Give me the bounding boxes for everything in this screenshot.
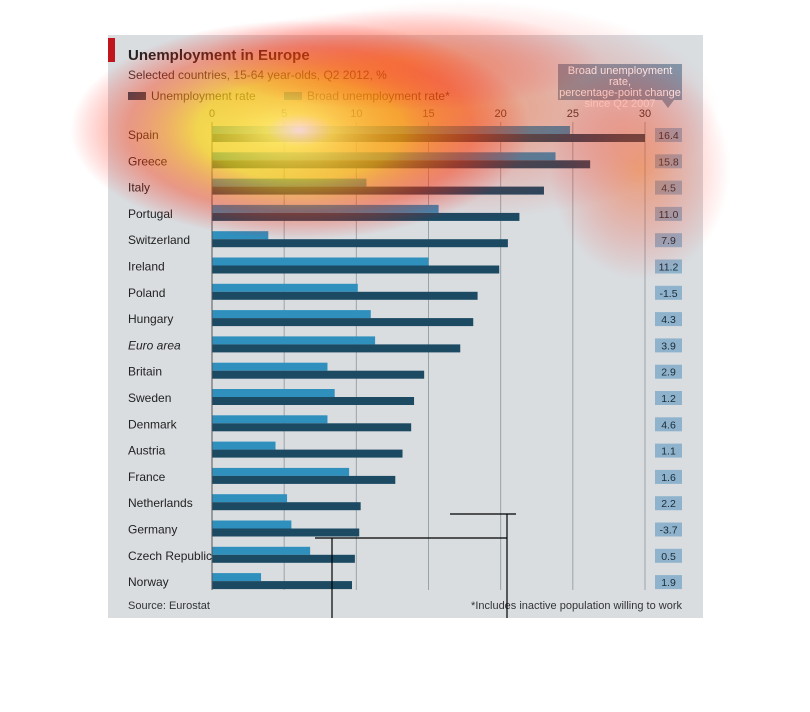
change-value-label: 11.2 xyxy=(659,262,679,274)
change-value-label: 4.3 xyxy=(661,314,676,326)
bar-unemployment xyxy=(212,397,415,405)
x-tick-label: 20 xyxy=(495,108,507,120)
category-label: Italy xyxy=(128,181,150,195)
change-value-label: 1.1 xyxy=(661,446,676,458)
bar-broad xyxy=(212,204,439,213)
category-label: Norway xyxy=(128,575,169,589)
bar-unemployment xyxy=(212,344,461,353)
category-label: Netherlands xyxy=(128,496,193,510)
change-value-label: 1.9 xyxy=(661,577,676,589)
category-label: Ireland xyxy=(128,260,165,274)
change-value-box xyxy=(655,312,682,327)
bar-broad xyxy=(212,467,350,476)
change-value-box xyxy=(655,522,682,537)
bar-broad xyxy=(212,362,328,371)
category-label: Czech Republic xyxy=(128,549,212,563)
change-value-label: -1.5 xyxy=(659,288,677,300)
bar-broad xyxy=(212,283,358,292)
category-label: Britain xyxy=(128,365,162,379)
x-tick-label: 30 xyxy=(639,108,651,120)
change-value-label: 16.4 xyxy=(658,130,679,142)
change-value-box xyxy=(655,285,682,300)
change-value-label: 4.5 xyxy=(661,183,676,195)
category-label: Euro area xyxy=(128,338,181,352)
change-value-label: -3.7 xyxy=(659,525,677,537)
category-label: Denmark xyxy=(128,417,178,431)
bar-broad xyxy=(212,494,288,503)
bar-broad xyxy=(212,231,269,240)
footnote: *Includes inactive population willing to… xyxy=(471,600,682,612)
change-value-label: 15.8 xyxy=(658,156,679,168)
x-tick-label: 25 xyxy=(567,108,579,120)
bar-broad xyxy=(212,573,262,582)
change-value-label: 2.9 xyxy=(661,367,676,379)
source-note: Source: Eurostat xyxy=(128,600,210,612)
change-value-label: 2.2 xyxy=(661,498,676,510)
x-tick-label: 0 xyxy=(209,108,215,120)
change-value-label: 1.2 xyxy=(661,393,676,405)
bar-unemployment xyxy=(212,370,425,379)
category-label: Greece xyxy=(128,154,168,168)
bar-unemployment xyxy=(212,318,474,327)
bar-broad xyxy=(212,152,556,161)
change-value-box xyxy=(655,496,682,511)
bar-broad xyxy=(212,257,429,266)
bar-broad xyxy=(212,546,311,555)
bar-broad xyxy=(212,126,570,134)
change-value-label: 3.9 xyxy=(661,340,676,352)
x-tick-label: 10 xyxy=(350,108,362,120)
bar-unemployment xyxy=(212,212,520,221)
bar-broad xyxy=(212,520,292,529)
bar-unemployment xyxy=(212,475,396,484)
bar-unemployment xyxy=(212,186,544,195)
change-value-label: 7.9 xyxy=(661,235,676,247)
bar-broad xyxy=(212,178,367,187)
change-value-label: 4.6 xyxy=(661,419,676,431)
category-label: Portugal xyxy=(128,207,173,221)
change-value-box xyxy=(655,575,682,590)
bar-unemployment xyxy=(212,528,360,537)
category-label: Germany xyxy=(128,523,177,537)
bar-unemployment xyxy=(212,291,478,300)
change-value-box xyxy=(655,391,682,405)
bar-unemployment xyxy=(212,265,500,274)
change-value-label: 1.6 xyxy=(661,472,676,484)
bar-unemployment xyxy=(212,423,412,432)
bar-unemployment xyxy=(212,160,591,169)
bar-unemployment xyxy=(212,134,645,142)
category-label: Hungary xyxy=(128,312,173,326)
change-value-box xyxy=(655,548,682,563)
category-label: Switzerland xyxy=(128,233,190,247)
bar-broad xyxy=(212,389,335,397)
bar-unemployment xyxy=(212,239,508,248)
category-label: France xyxy=(128,470,166,484)
bar-unemployment xyxy=(212,449,403,458)
category-label: Austria xyxy=(128,444,166,458)
change-value-label: 11.0 xyxy=(659,209,679,221)
bar-unemployment xyxy=(212,581,353,590)
category-label: Spain xyxy=(128,128,159,142)
change-value-box xyxy=(655,364,682,379)
change-value-box xyxy=(655,338,682,353)
bar-broad xyxy=(212,336,376,345)
change-value-box xyxy=(655,417,682,432)
bar-unemployment xyxy=(212,502,361,511)
x-tick-label: 15 xyxy=(422,108,434,120)
category-label: Sweden xyxy=(128,391,171,405)
category-label: Poland xyxy=(128,286,165,300)
change-value-label: 0.5 xyxy=(661,551,676,563)
bar-unemployment xyxy=(212,554,355,563)
bar-broad xyxy=(212,441,276,450)
bar-broad xyxy=(212,415,328,424)
change-value-box xyxy=(655,469,682,484)
x-tick-label: 5 xyxy=(281,108,287,120)
change-value-box xyxy=(655,443,682,458)
bar-broad xyxy=(212,310,371,319)
